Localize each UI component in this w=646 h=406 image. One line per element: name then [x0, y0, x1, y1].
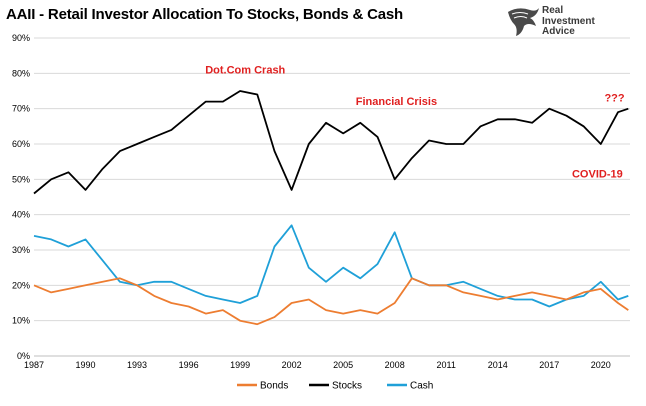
y-tick-label: 80%	[12, 68, 30, 78]
x-tick-label: 2011	[437, 360, 456, 370]
series-line-bonds	[33, 277, 629, 326]
legend: Bonds Stocks Cash	[237, 381, 433, 392]
y-tick-label: 60%	[12, 139, 30, 149]
brand-line-2: Investment	[542, 15, 595, 27]
series-line-stocks	[33, 90, 629, 195]
x-tick-label: 1999	[230, 360, 250, 370]
gridlines	[34, 37, 630, 357]
annotation-label: COVID-19	[572, 169, 623, 181]
y-axis: 0% 10% 20% 30% 40% 50% 60% 70% 80% 90%	[12, 33, 30, 361]
y-tick-label: 90%	[12, 33, 30, 43]
legend-label-cash: Cash	[410, 381, 433, 392]
y-tick-label: 50%	[12, 174, 30, 184]
x-axis: 1987 1990 1993 1996 1999 2002 2005 2008 2011 2014…	[24, 355, 630, 370]
brand-line-3: Advice	[542, 26, 575, 37]
annotation-label: Financial Crisis	[356, 96, 437, 108]
annotation-label: ???	[604, 93, 624, 105]
annotations: Dot.Com Crash Financial Crisis ??? COVID-19	[205, 64, 625, 180]
brand-name: Real Investment Advice	[542, 5, 595, 38]
legend-label-bonds: Bonds	[260, 381, 288, 392]
series-lines	[33, 90, 629, 326]
x-tick-label: 1993	[127, 360, 147, 370]
x-tick-label: 2017	[539, 360, 559, 370]
y-tick-label: 20%	[12, 280, 30, 290]
legend-label-stocks: Stocks	[332, 381, 362, 392]
chart-title: AAII - Retail Investor Allocation To Sto…	[6, 6, 403, 23]
y-tick-label: 30%	[12, 245, 30, 255]
brand-line-1: Real	[542, 5, 564, 16]
eagle-icon	[508, 8, 539, 36]
x-tick-label: 2008	[385, 360, 405, 370]
annotation-label: Dot.Com Crash	[205, 64, 285, 76]
y-tick-label: 70%	[12, 104, 30, 114]
x-tick-label: 2014	[488, 360, 508, 370]
y-tick-label: 40%	[12, 210, 30, 220]
y-tick-label: 0%	[17, 351, 30, 361]
y-tick-label: 10%	[12, 316, 30, 326]
x-tick-label: 2002	[282, 360, 302, 370]
x-tick-label: 2005	[333, 360, 353, 370]
x-tick-label: 2020	[591, 360, 611, 370]
x-tick-label: 1996	[179, 360, 199, 370]
x-tick-label: 1990	[76, 360, 96, 370]
brand-logo: Real Investment Advice	[506, 4, 626, 44]
x-tick-label: 1987	[24, 360, 44, 370]
